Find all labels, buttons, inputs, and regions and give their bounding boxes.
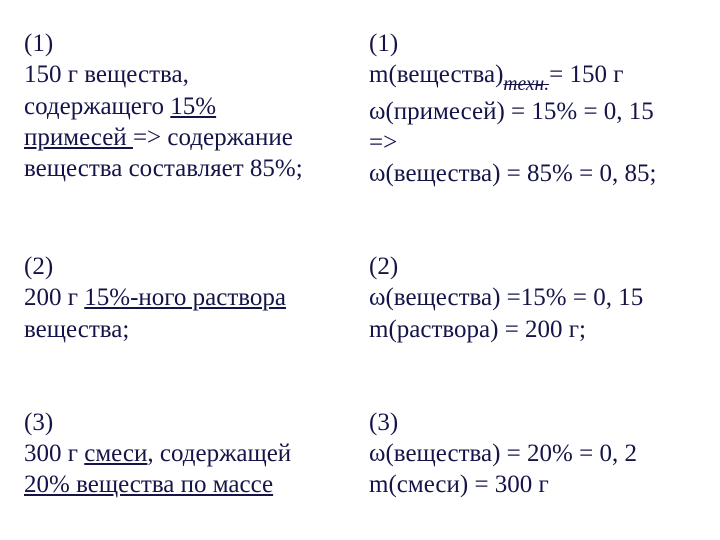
underline-span: 20% вещества по массе bbox=[24, 471, 273, 498]
text-span: m(вещества) bbox=[369, 61, 503, 88]
text-line: m(вещества)техн.= 150 г bbox=[369, 59, 696, 95]
text-line: вещества; bbox=[24, 314, 351, 345]
underline-span: 15% bbox=[170, 93, 216, 120]
underline-span: смеси bbox=[84, 440, 147, 467]
text-line: 20% вещества по массе bbox=[24, 469, 351, 500]
block-3-left: (3) 300 г смеси, содержащей 20% вещества… bbox=[24, 407, 351, 516]
text-span: => содержание bbox=[133, 124, 293, 151]
item-number: (1) bbox=[24, 28, 351, 59]
text-line: ω(вещества) = 20% = 0, 2 bbox=[369, 438, 696, 469]
text-line: ω(вещества) = 85% = 0, 85; bbox=[369, 158, 696, 189]
text-line: примесей => содержание bbox=[24, 122, 351, 153]
text-span: , содержащей bbox=[147, 440, 291, 467]
text-span: содержащего bbox=[24, 93, 170, 120]
text-line: 300 г смеси, содержащей bbox=[24, 438, 351, 469]
text-line: 200 г 15%-ного раствора bbox=[24, 282, 351, 313]
block-2-right: (2) ω(вещества) =15% = 0, 15 m(раствора)… bbox=[369, 251, 696, 360]
text-line: 150 г вещества, bbox=[24, 59, 351, 90]
item-number: (2) bbox=[369, 251, 696, 282]
block-3-right: (3) ω(вещества) = 20% = 0, 2 m(смеси) = … bbox=[369, 407, 696, 516]
block-2-left: (2) 200 г 15%-ного раствора вещества; bbox=[24, 251, 351, 360]
text-span: = 150 г bbox=[549, 61, 623, 88]
text-line: вещества составляет 85%; bbox=[24, 153, 351, 184]
text-line: m(смеси) = 300 г bbox=[369, 469, 696, 500]
text-span: 300 г bbox=[24, 440, 84, 467]
item-number: (1) bbox=[369, 28, 696, 59]
underline-span: примесей bbox=[24, 124, 133, 151]
item-number: (3) bbox=[24, 407, 351, 438]
subscript-strike: техн. bbox=[503, 74, 549, 95]
text-line: ω(вещества) =15% = 0, 15 bbox=[369, 282, 696, 313]
block-1-left: (1) 150 г вещества, содержащего 15% прим… bbox=[24, 28, 351, 205]
text-line: содержащего 15% bbox=[24, 91, 351, 122]
text-line: ω(примесей) = 15% = 0, 15 bbox=[369, 96, 696, 127]
text-line: m(раствора) = 200 г; bbox=[369, 314, 696, 345]
block-1-right: (1) m(вещества)техн.= 150 г ω(примесей) … bbox=[369, 28, 696, 205]
item-number: (2) bbox=[24, 251, 351, 282]
page-grid: (1) 150 г вещества, содержащего 15% прим… bbox=[0, 0, 720, 540]
underline-span: 15%-ного раствора bbox=[84, 284, 286, 311]
text-line: => bbox=[369, 127, 696, 158]
text-span: 200 г bbox=[24, 284, 84, 311]
item-number: (3) bbox=[369, 407, 696, 438]
